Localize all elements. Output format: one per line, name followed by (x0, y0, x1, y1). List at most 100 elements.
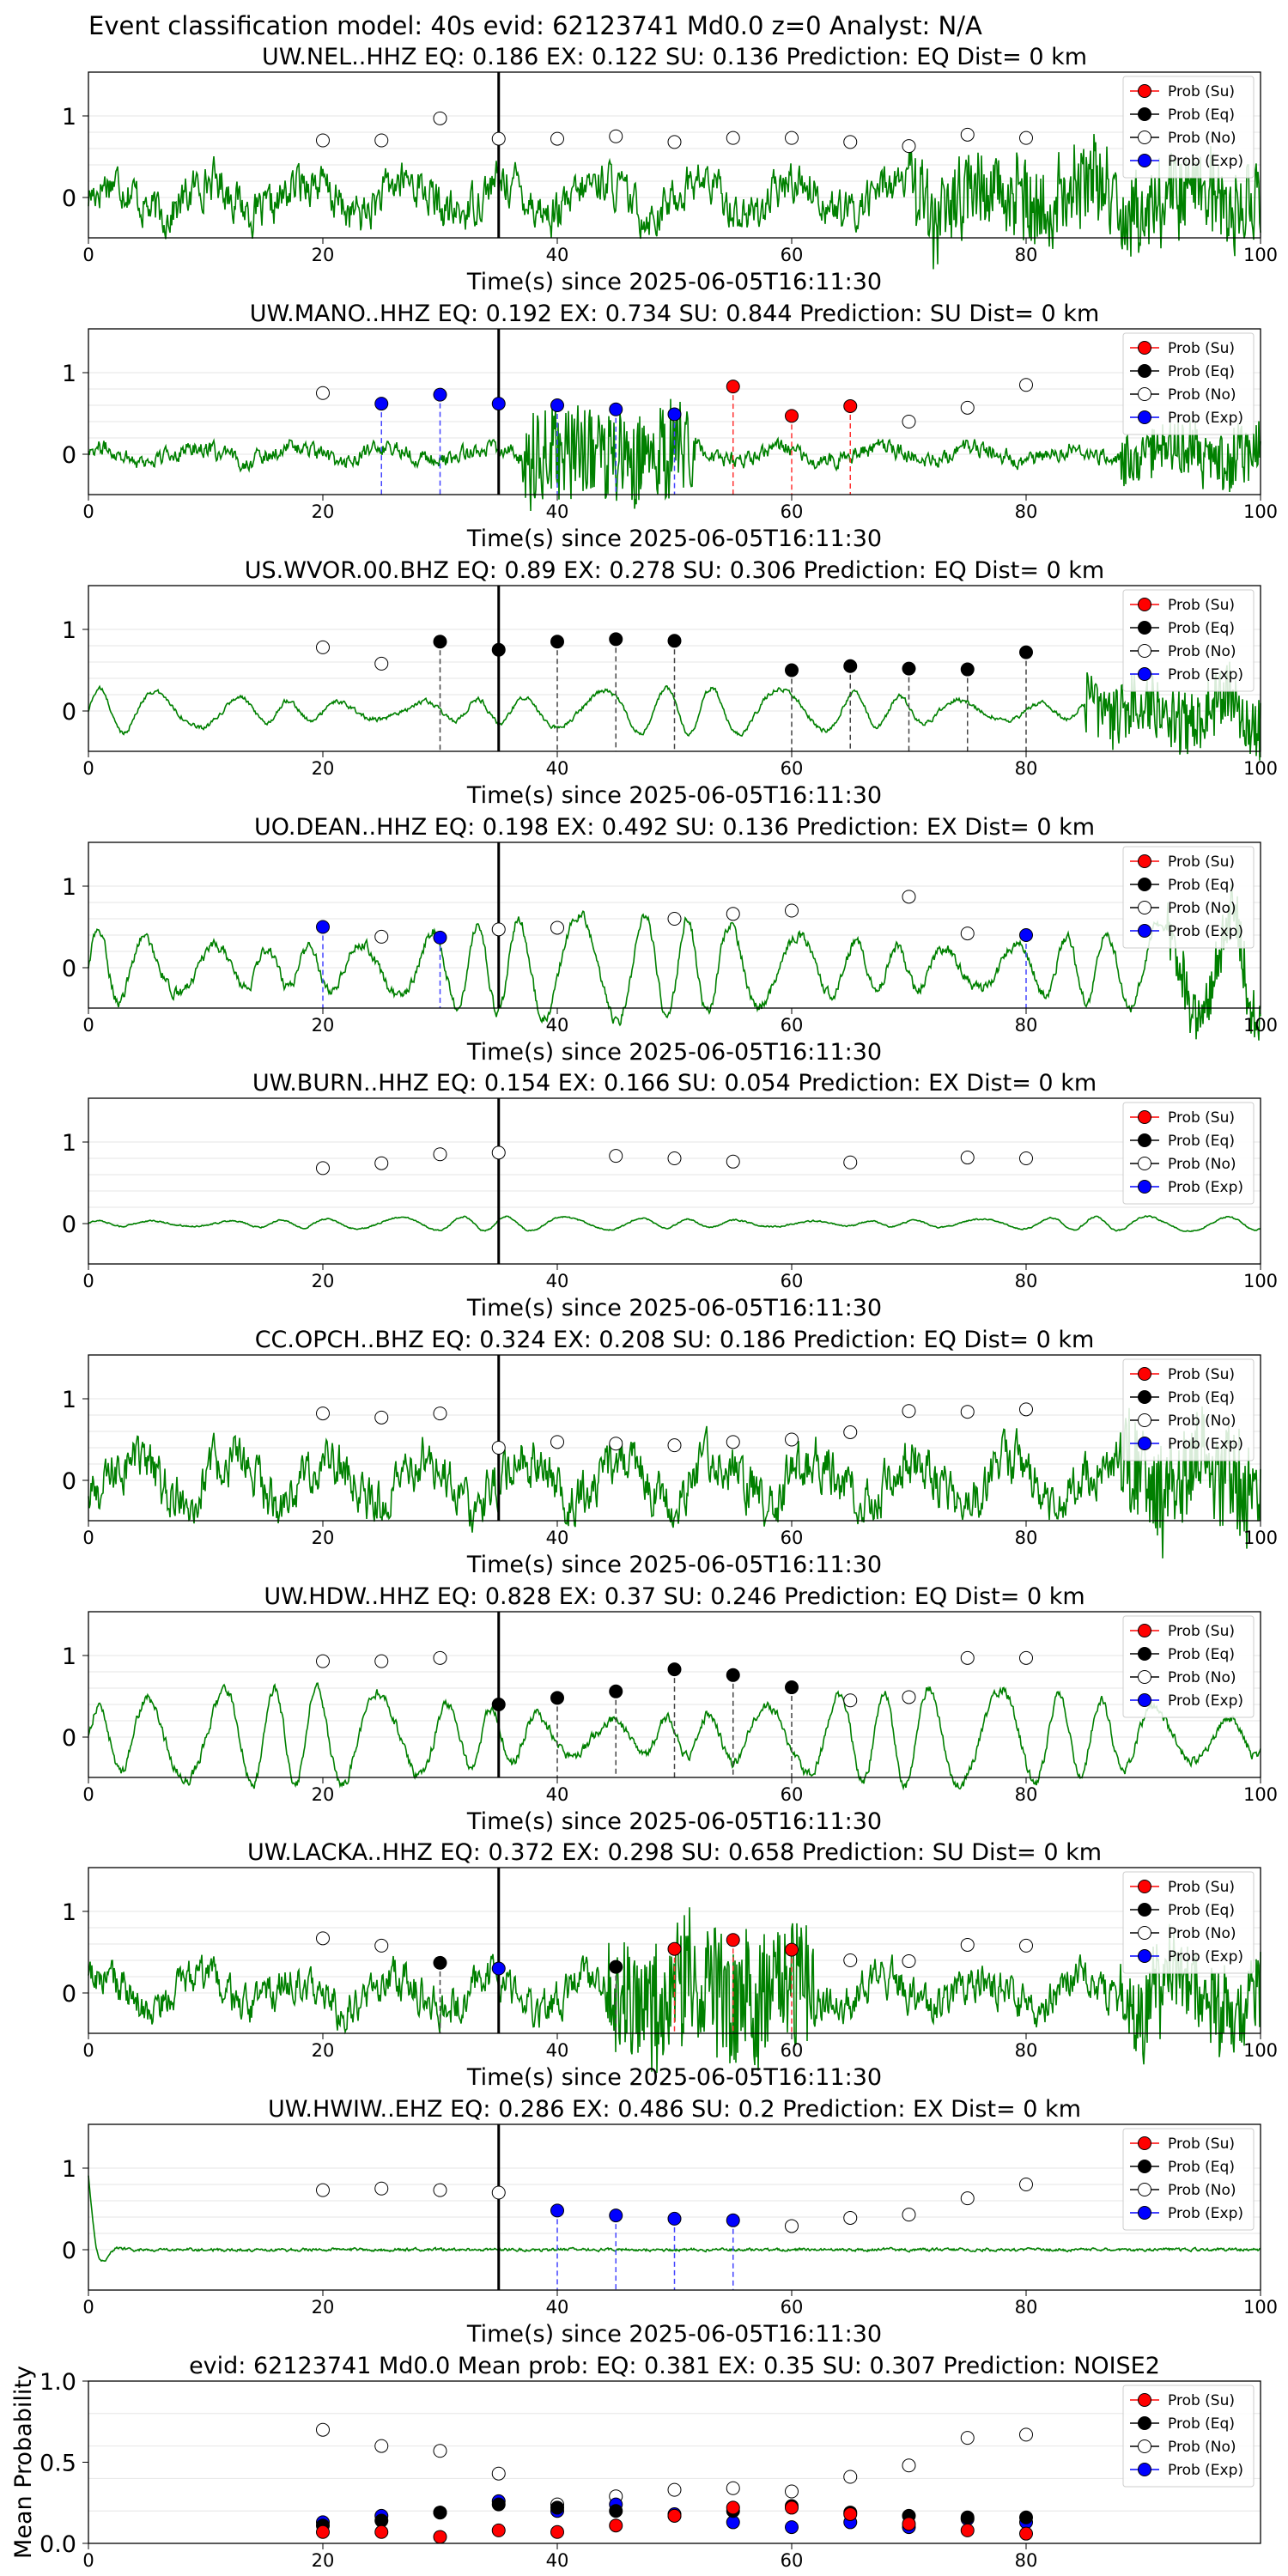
prob-marker-no (609, 129, 623, 143)
legend-marker-eq (1138, 364, 1151, 378)
prob-marker-no (785, 903, 799, 918)
prob-marker-no (843, 1155, 858, 1170)
legend-label-exp: Prob (Exp) (1168, 2205, 1243, 2222)
figure-suptitle: Event classification model: 40s evid: 62… (88, 11, 982, 40)
x-tick-label: 60 (781, 1015, 804, 1036)
x-axis-label: Time(s) since 2025-06-05T16:11:30 (466, 1039, 882, 1066)
prob-marker-no (902, 1953, 916, 1968)
legend-marker-su (1138, 2393, 1151, 2407)
prob-marker-su (726, 1933, 740, 1947)
x-tick-label: 80 (1015, 1528, 1038, 1548)
x-tick-label: 80 (1015, 1784, 1038, 1805)
prob-marker-eq (726, 1668, 740, 1682)
legend-marker-eq (1138, 1133, 1151, 1147)
x-tick-label: 60 (781, 1528, 804, 1548)
legend-marker-su (1138, 598, 1151, 611)
x-tick-label: 40 (546, 1271, 569, 1291)
prob-marker-no (609, 1149, 623, 1163)
y-tick-label: 0 (62, 2238, 76, 2264)
panel-title: UW.LACKA..HHZ EQ: 0.372 EX: 0.298 SU: 0.… (247, 1839, 1102, 1866)
legend-label-eq: Prob (Eq) (1168, 106, 1235, 124)
x-axis-label: Time(s) since 2025-06-05T16:11:30 (466, 269, 882, 295)
x-tick-label: 0 (82, 1271, 94, 1291)
legend-label-su: Prob (Su) (1168, 340, 1235, 357)
panel-title: UW.NEL..HHZ EQ: 0.186 EX: 0.122 SU: 0.13… (262, 44, 1087, 70)
prob-marker-exp (550, 2203, 564, 2218)
prob-marker-exp (667, 2211, 682, 2226)
panel-title: CC.OPCH..BHZ EQ: 0.324 EX: 0.208 SU: 0.1… (255, 1327, 1095, 1353)
x-tick-label: 40 (546, 245, 569, 265)
panel-6: CC.OPCH..BHZ EQ: 0.324 EX: 0.208 SU: 0.1… (62, 1327, 1278, 1578)
prob-marker-eq (785, 663, 799, 677)
x-axis-label: Time(s) since 2025-06-05T16:11:30 (466, 1295, 882, 1321)
seismic-trace (88, 1406, 1261, 1558)
prob-marker-no (316, 640, 330, 654)
x-axis-label: Time(s) since 2025-06-05T16:11:30 (466, 2321, 882, 2348)
prob-marker-no (1019, 1151, 1033, 1165)
mean-marker-eq (550, 2500, 564, 2515)
mean-marker-no (960, 2431, 975, 2445)
x-tick-label: 0 (82, 2297, 94, 2318)
prob-marker-eq (960, 662, 975, 677)
legend-marker-no (1138, 901, 1151, 914)
legend-marker-su (1138, 341, 1151, 355)
x-tick-label: 40 (546, 1015, 569, 1036)
prob-marker-no (1019, 1402, 1033, 1417)
legend-marker-no (1138, 1413, 1151, 1427)
prob-marker-no (960, 1405, 975, 1419)
prob-marker-no (374, 1410, 389, 1425)
x-tick-label: 80 (1015, 1015, 1038, 1036)
legend-label-exp: Prob (Exp) (1168, 153, 1243, 170)
legend-marker-exp (1138, 2206, 1151, 2220)
legend-label-eq: Prob (Eq) (1168, 1902, 1235, 1919)
y-tick-label: 1 (62, 2156, 76, 2183)
panel-title: US.WVOR.00.BHZ EQ: 0.89 EX: 0.278 SU: 0.… (245, 557, 1104, 584)
x-tick-label: 100 (1243, 1528, 1278, 1548)
mean-marker-su (902, 2517, 916, 2531)
x-tick-label: 60 (781, 2550, 804, 2571)
prob-marker-no (550, 920, 564, 935)
panel-title: UW.MANO..HHZ EQ: 0.192 EX: 0.734 SU: 0.8… (250, 301, 1100, 327)
x-axis-label: Time(s) since 2025-06-05T16:11:30 (466, 526, 882, 552)
legend-label-su: Prob (Su) (1168, 2392, 1235, 2409)
legend-label-su: Prob (Su) (1168, 1879, 1235, 1896)
legend-marker-exp (1138, 154, 1151, 167)
y-tick-label: 1 (62, 617, 76, 644)
mean-marker-su (550, 2524, 564, 2539)
prob-marker-exp (550, 398, 564, 412)
prob-marker-no (726, 131, 740, 145)
prob-marker-exp (491, 1961, 506, 1976)
mean-marker-su (843, 2506, 858, 2521)
y-tick-label: 1 (62, 1899, 76, 1926)
legend-label-su: Prob (Su) (1168, 1109, 1235, 1127)
panel-title: UW.BURN..HHZ EQ: 0.154 EX: 0.166 SU: 0.0… (252, 1070, 1097, 1097)
prob-marker-no (960, 400, 975, 415)
prob-marker-exp (433, 930, 447, 945)
panel-8: UW.LACKA..HHZ EQ: 0.372 EX: 0.298 SU: 0.… (62, 1839, 1278, 2091)
seismic-trace (88, 1215, 1261, 1233)
prob-marker-no (316, 1161, 330, 1176)
legend-label-eq: Prob (Eq) (1168, 1389, 1235, 1406)
prob-marker-eq (843, 659, 858, 673)
axes-frame (88, 1611, 1261, 1778)
legend-marker-exp (1138, 2463, 1151, 2476)
prob-marker-eq (550, 635, 564, 649)
y-tick-label: 1 (62, 361, 76, 387)
legend-label-no: Prob (No) (1168, 1669, 1236, 1686)
prob-marker-exp (374, 397, 389, 411)
x-tick-label: 20 (312, 501, 335, 522)
mean-marker-no (726, 2481, 740, 2495)
mean-marker-no (667, 2482, 682, 2497)
legend-label-exp: Prob (Exp) (1168, 666, 1243, 683)
prob-marker-no (726, 1435, 740, 1449)
legend-label-eq: Prob (Eq) (1168, 1646, 1235, 1663)
legend-label-eq: Prob (Eq) (1168, 2415, 1235, 2433)
mean-marker-su (316, 2524, 330, 2539)
prob-marker-no (902, 415, 916, 428)
prob-marker-no (491, 1145, 506, 1160)
x-tick-label: 60 (781, 245, 804, 265)
panel-title: evid: 62123741 Md0.0 Mean prob: EQ: 0.38… (189, 2353, 1160, 2379)
prob-marker-exp (433, 387, 447, 402)
seismic-trace (88, 2175, 1261, 2263)
seismic-trace (88, 1907, 1261, 2074)
